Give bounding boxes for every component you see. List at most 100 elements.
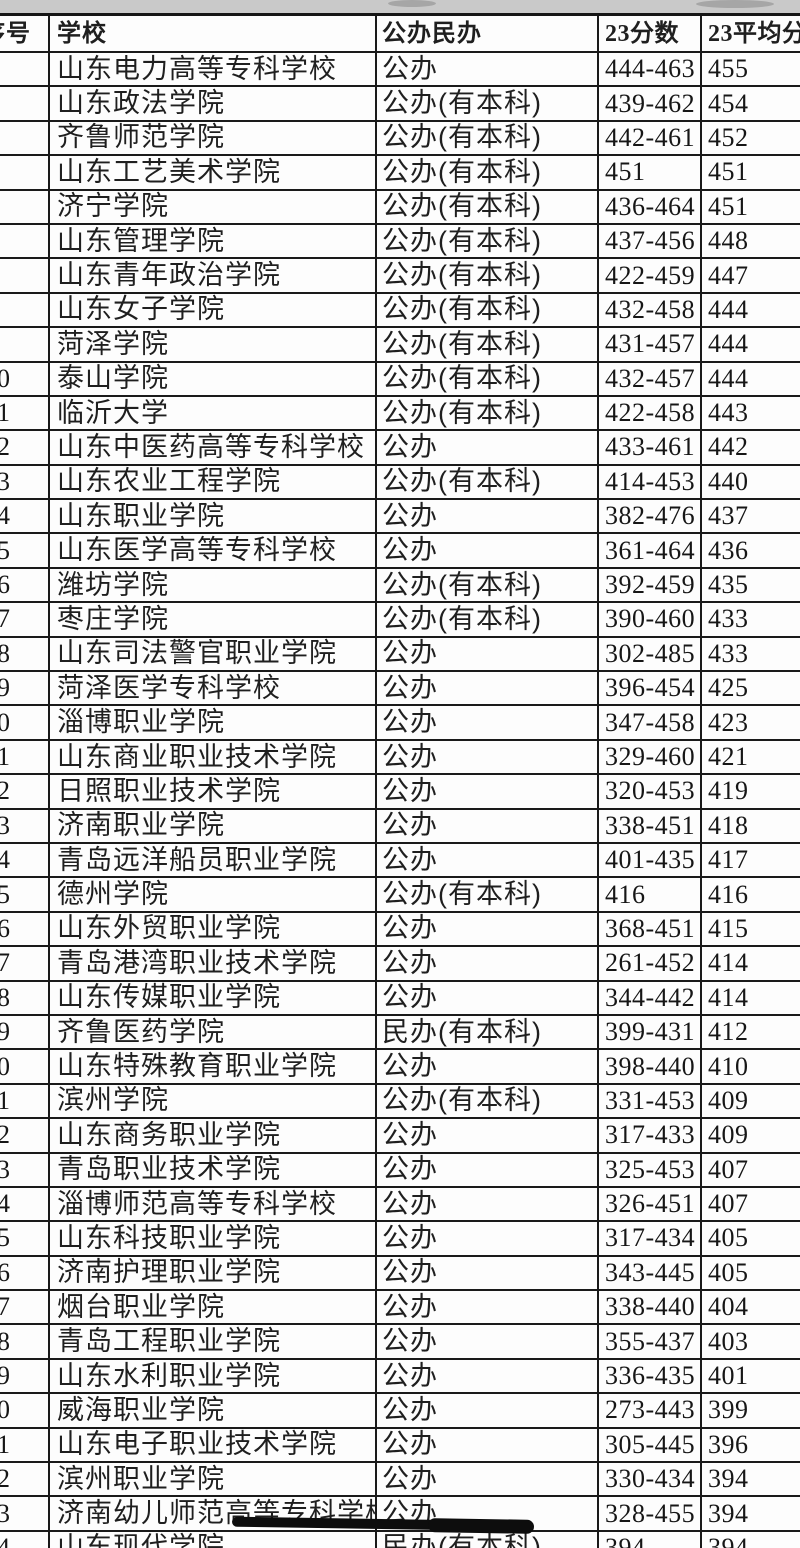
table-row: 7 烟台职业学院 公办 338-440 404 bbox=[0, 1289, 800, 1324]
cell-type: 公办(有本科) bbox=[377, 156, 599, 189]
cell-seq: 1 bbox=[0, 1084, 50, 1118]
avg-score: 414 bbox=[708, 982, 749, 1012]
avg-score: 414 bbox=[708, 948, 749, 978]
table-row: 9 山东水利职业学院 公办 336-435 401 bbox=[0, 1357, 800, 1393]
avg-score: 440 bbox=[708, 466, 749, 496]
cell-avg: 423 bbox=[702, 706, 800, 738]
header-school-label: 学校 bbox=[57, 19, 107, 47]
cell-avg: 412 bbox=[702, 1016, 800, 1048]
cell-avg: 419 bbox=[702, 775, 800, 807]
cell-score: 302-485 bbox=[599, 637, 702, 671]
score-range: 432-458 bbox=[605, 294, 696, 324]
cell-type: 公办 bbox=[377, 637, 599, 671]
score-range: 325-453 bbox=[605, 1154, 696, 1184]
table-row: 6 潍坊学院 公办(有本科) 392-459 435 bbox=[0, 566, 800, 602]
cell-school: 山东传媒职业学院 bbox=[50, 981, 377, 1014]
seq-text: 0 bbox=[0, 365, 10, 392]
seq-text: 4 bbox=[0, 1534, 10, 1548]
school-name: 菏泽医学专科学校 bbox=[57, 672, 281, 703]
cell-score: 436-464 bbox=[599, 190, 702, 223]
cell-seq: 0 bbox=[0, 1394, 50, 1427]
cell-school: 齐鲁师范学院 bbox=[50, 121, 377, 155]
smudge-mark bbox=[696, 0, 774, 8]
cell-score: 331-453 bbox=[599, 1084, 702, 1118]
avg-score: 447 bbox=[708, 260, 749, 290]
score-range: 394 bbox=[605, 1532, 646, 1548]
type-label: 公办 bbox=[382, 741, 438, 772]
cell-school: 烟台职业学院 bbox=[50, 1291, 377, 1324]
avg-score: 442 bbox=[708, 432, 749, 462]
cell-score: 401-435 bbox=[599, 843, 702, 877]
cell-type: 公办(有本科) bbox=[377, 87, 599, 120]
cell-score: 442-461 bbox=[599, 121, 702, 155]
cell-score: 328-455 bbox=[599, 1497, 702, 1530]
type-label: 公办 bbox=[382, 535, 438, 566]
score-range: 382-476 bbox=[605, 501, 696, 531]
cell-avg: 437 bbox=[702, 500, 800, 532]
cell-seq bbox=[0, 224, 50, 258]
school-name: 济南职业学院 bbox=[57, 810, 225, 841]
school-name: 山东外贸职业学院 bbox=[57, 913, 281, 944]
table-row: 山东青年政治学院 公办(有本科) 422-459 447 bbox=[0, 257, 800, 292]
table-row: 0 淄博职业学院 公办 347-458 423 bbox=[0, 704, 800, 739]
table-row: 1 山东商业职业技术学院 公办 329-460 421 bbox=[0, 738, 800, 774]
type-label: 公办(有本科) bbox=[382, 569, 542, 600]
score-range: 433-461 bbox=[605, 432, 696, 462]
cell-school: 日照职业技术学院 bbox=[50, 775, 377, 808]
cell-score: 361-464 bbox=[599, 534, 702, 567]
cell-avg: 394 bbox=[702, 1463, 800, 1495]
school-name: 齐鲁医药学院 bbox=[57, 1016, 225, 1047]
cell-type: 公办(有本科) bbox=[377, 568, 599, 602]
score-range: 317-434 bbox=[605, 1223, 696, 1253]
cell-seq: 3 bbox=[0, 1153, 50, 1186]
score-range: 326-451 bbox=[605, 1189, 696, 1219]
avg-score: 394 bbox=[708, 1498, 749, 1528]
seq-text: 3 bbox=[0, 1156, 10, 1183]
cell-avg: 436 bbox=[702, 534, 800, 566]
table-row: 3 济南职业学院 公办 338-451 418 bbox=[0, 807, 800, 842]
header-avg-label: 23平均分 bbox=[708, 20, 800, 47]
seq-text: 4 bbox=[0, 503, 10, 529]
seq-text: 5 bbox=[0, 1225, 10, 1251]
cell-score: 344-442 bbox=[599, 981, 702, 1014]
seq-text: 3 bbox=[0, 468, 10, 495]
cell-avg: 451 bbox=[702, 191, 800, 223]
cell-avg: 396 bbox=[702, 1429, 800, 1461]
cell-score: 326-451 bbox=[599, 1187, 702, 1221]
seq-text: 4 bbox=[0, 1191, 10, 1217]
cell-avg: 394 bbox=[702, 1532, 800, 1548]
avg-score: 405 bbox=[708, 1223, 749, 1253]
cell-type: 公办 bbox=[377, 1359, 599, 1393]
cell-seq: 5 bbox=[0, 534, 50, 567]
score-range: 329-460 bbox=[605, 742, 696, 771]
cell-avg: 443 bbox=[702, 397, 800, 429]
cell-score: 390-460 bbox=[599, 603, 702, 636]
cell-avg: 405 bbox=[702, 1257, 800, 1289]
seq-text: 7 bbox=[0, 606, 10, 632]
school-name: 淄博职业学院 bbox=[57, 707, 225, 738]
avg-score: 444 bbox=[708, 294, 749, 324]
school-name: 山东电力高等专科学校 bbox=[57, 53, 337, 84]
avg-score: 423 bbox=[708, 707, 749, 737]
cell-school: 山东商务职业学院 bbox=[50, 1119, 377, 1152]
cell-type: 公办 bbox=[377, 431, 599, 464]
cell-avg: 414 bbox=[702, 947, 800, 979]
score-range: 343-445 bbox=[605, 1257, 696, 1287]
cell-score: 317-433 bbox=[599, 1119, 702, 1152]
table-row: 5 山东医学高等专科学校 公办 361-464 436 bbox=[0, 532, 800, 567]
avg-score: 448 bbox=[708, 226, 749, 256]
score-range: 422-459 bbox=[605, 260, 696, 290]
avg-score: 399 bbox=[708, 1395, 749, 1425]
cell-score: 336-435 bbox=[599, 1359, 702, 1393]
table-row: 山东女子学院 公办(有本科) 432-458 444 bbox=[0, 291, 800, 327]
score-range: 390-460 bbox=[605, 604, 696, 634]
table-row: 6 济南护理职业学院 公办 343-445 405 bbox=[0, 1254, 800, 1290]
cell-score: 320-453 bbox=[599, 775, 702, 808]
table-row: 8 山东司法警官职业学院 公办 302-485 433 bbox=[0, 635, 800, 671]
school-name: 济宁学院 bbox=[57, 191, 169, 222]
avg-score: 407 bbox=[708, 1154, 749, 1184]
cell-avg: 425 bbox=[702, 672, 800, 704]
avg-score: 412 bbox=[708, 1017, 749, 1047]
header-score: 23分数 bbox=[599, 16, 702, 51]
